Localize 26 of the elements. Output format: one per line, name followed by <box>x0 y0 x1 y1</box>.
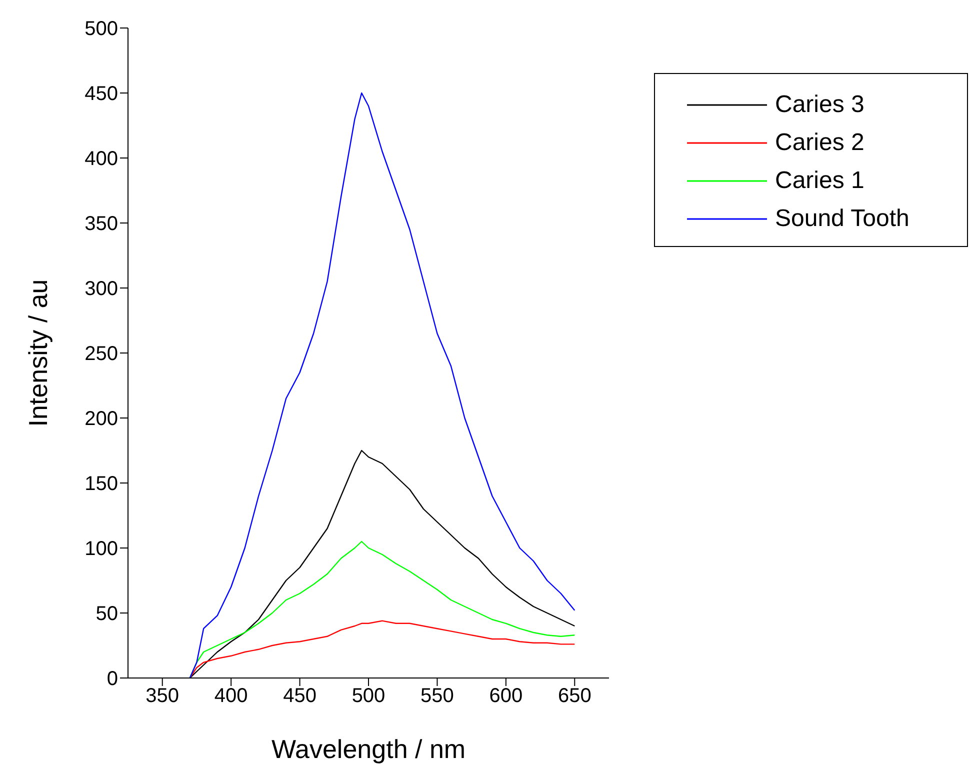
x-tick-label: 500 <box>352 685 386 708</box>
line-series <box>189 92 576 678</box>
y-tick-label: 500 <box>84 18 118 40</box>
y-tick-label: 100 <box>84 538 118 560</box>
y-tick-label: 450 <box>84 83 118 106</box>
y-tick-label: 0 <box>106 668 118 690</box>
x-tick-label: 550 <box>420 685 454 708</box>
legend-label: Caries 1 <box>775 167 864 195</box>
y-axis-title: Intensity / au <box>23 279 54 427</box>
x-tick-label: 600 <box>489 685 523 708</box>
y-tick-label: 300 <box>84 278 118 300</box>
x-tick-label: 650 <box>558 685 592 708</box>
x-tick-label: 450 <box>283 685 316 708</box>
x-tick-label: 400 <box>214 685 248 708</box>
x-axis-title: Wavelength / nm <box>271 734 466 764</box>
legend-label: Caries 2 <box>775 129 864 157</box>
y-tick-label: 50 <box>96 603 118 626</box>
x-tick-label: 350 <box>146 685 180 708</box>
y-tick-label: 350 <box>84 213 118 236</box>
y-tick-label: 150 <box>84 473 118 496</box>
y-tick-label: 250 <box>84 343 118 366</box>
y-tick-label: 200 <box>84 408 118 430</box>
y-tick-label: 400 <box>84 148 118 170</box>
legend-label: Caries 3 <box>775 91 864 119</box>
line-series <box>189 620 576 678</box>
legend-label: Sound Tooth <box>775 205 910 233</box>
